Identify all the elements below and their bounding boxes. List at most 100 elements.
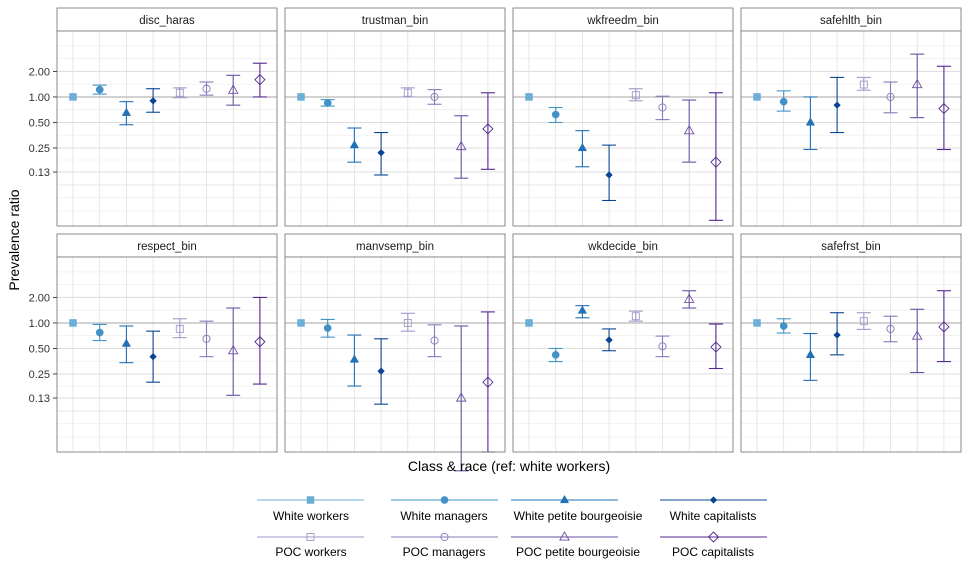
legend-label: POC petite bourgeoisie xyxy=(516,545,640,559)
point-white-capitalists xyxy=(602,144,617,202)
point-marker xyxy=(430,92,439,101)
point-marker xyxy=(95,85,104,94)
point-marker xyxy=(938,321,950,333)
panel-background xyxy=(741,257,961,452)
legend-key-marker xyxy=(440,496,449,504)
point-white-petite-bourgeoisie xyxy=(575,305,590,319)
point-marker xyxy=(551,110,560,119)
panel-border xyxy=(512,30,734,227)
point-marker xyxy=(482,123,494,135)
panel-trustman_bin: trustman_bin xyxy=(284,7,506,227)
legend-key-marker xyxy=(707,531,720,543)
point-white-managers xyxy=(548,106,563,124)
legend-key-marker xyxy=(306,496,315,504)
panel-border xyxy=(740,256,962,453)
point-marker xyxy=(805,349,816,358)
point-poc-workers xyxy=(628,310,643,322)
legend-item-poc-workers: POC workers xyxy=(257,533,364,559)
point-white-capitalists xyxy=(830,76,845,134)
point-poc-managers xyxy=(199,81,214,96)
y-tick-label: 1.00 xyxy=(29,318,50,330)
y-tick-label: 0.13 xyxy=(29,167,50,179)
point-marker xyxy=(631,91,640,100)
point-poc-workers xyxy=(628,88,643,102)
point-white-managers xyxy=(776,90,791,112)
legend-item-poc-managers: POC managers xyxy=(391,532,498,559)
panel-title: manvsemp_bin xyxy=(356,241,434,253)
point-poc-petite-bourgeoisie xyxy=(454,325,469,472)
point-white-capitalists xyxy=(374,132,389,176)
point-poc-capitalists xyxy=(252,296,267,385)
y-tick-label: 0.50 xyxy=(29,117,50,129)
legend-key-marker xyxy=(559,531,570,541)
point-marker xyxy=(227,344,239,355)
legend-key-marker xyxy=(440,532,449,542)
point-white-capitalists xyxy=(146,330,161,383)
legend-label: White petite bourgeoisie xyxy=(514,509,643,523)
y-tick-label: 0.13 xyxy=(29,393,50,405)
point-marker xyxy=(403,88,412,97)
point-marker xyxy=(805,117,816,126)
point-white-petite-bourgeoisie xyxy=(347,127,362,163)
point-white-capitalists xyxy=(830,312,845,356)
point-marker xyxy=(631,312,640,321)
panel-background xyxy=(285,31,505,226)
point-marker xyxy=(833,331,841,339)
point-marker xyxy=(658,342,667,351)
point-marker xyxy=(377,148,385,157)
point-poc-petite-bourgeoisie xyxy=(226,74,241,106)
point-marker xyxy=(455,140,467,151)
y-tick-label: 0.25 xyxy=(29,369,50,381)
point-white-workers xyxy=(69,93,77,101)
point-marker xyxy=(753,319,761,327)
point-white-managers xyxy=(92,323,107,342)
point-poc-petite-bourgeoisie xyxy=(682,99,697,163)
y-axis-title: Prevalence ratio xyxy=(6,189,22,290)
point-marker xyxy=(911,330,923,340)
panel-title: safefrst_bin xyxy=(821,241,880,253)
legend-label: POC managers xyxy=(403,545,486,559)
legend-label: POC workers xyxy=(275,545,346,559)
point-poc-managers xyxy=(427,89,442,105)
point-marker xyxy=(455,392,467,402)
point-marker xyxy=(254,74,266,86)
point-white-petite-bourgeoisie xyxy=(347,334,362,387)
point-poc-managers xyxy=(883,81,898,114)
point-marker xyxy=(605,336,613,344)
point-poc-workers xyxy=(400,312,415,332)
point-marker xyxy=(859,317,868,326)
point-marker xyxy=(430,336,439,345)
point-white-workers xyxy=(525,319,533,327)
point-marker xyxy=(227,84,239,94)
point-white-capitalists xyxy=(602,328,617,352)
point-marker xyxy=(482,376,494,388)
point-poc-managers xyxy=(883,315,898,343)
point-marker xyxy=(658,103,667,112)
point-poc-petite-bourgeoisie xyxy=(910,308,925,374)
point-white-petite-bourgeoisie xyxy=(119,325,134,364)
point-marker xyxy=(683,293,695,303)
panel-border xyxy=(284,256,506,453)
point-white-workers xyxy=(297,93,305,101)
point-white-managers xyxy=(548,347,563,363)
legend-key-marker xyxy=(709,496,718,504)
panel-background xyxy=(285,257,505,452)
point-poc-managers xyxy=(427,324,442,358)
panel-title: safehlth_bin xyxy=(820,15,882,27)
point-marker xyxy=(149,97,157,105)
point-white-workers xyxy=(753,319,761,327)
legend-label: White workers xyxy=(273,509,349,523)
point-white-managers xyxy=(92,84,107,95)
point-poc-workers xyxy=(400,87,415,98)
y-tick-label: 0.50 xyxy=(29,343,50,355)
legend-label: White capitalists xyxy=(670,509,757,523)
x-axis-title: Class & race (ref: white workers) xyxy=(408,458,610,474)
point-marker xyxy=(577,142,588,152)
panel-title: disc_haras xyxy=(139,15,195,27)
point-white-capitalists xyxy=(146,88,161,113)
legend-item-white-workers: White workers xyxy=(257,496,364,523)
point-marker xyxy=(683,124,695,135)
point-poc-workers xyxy=(856,312,871,330)
point-marker xyxy=(175,88,184,97)
